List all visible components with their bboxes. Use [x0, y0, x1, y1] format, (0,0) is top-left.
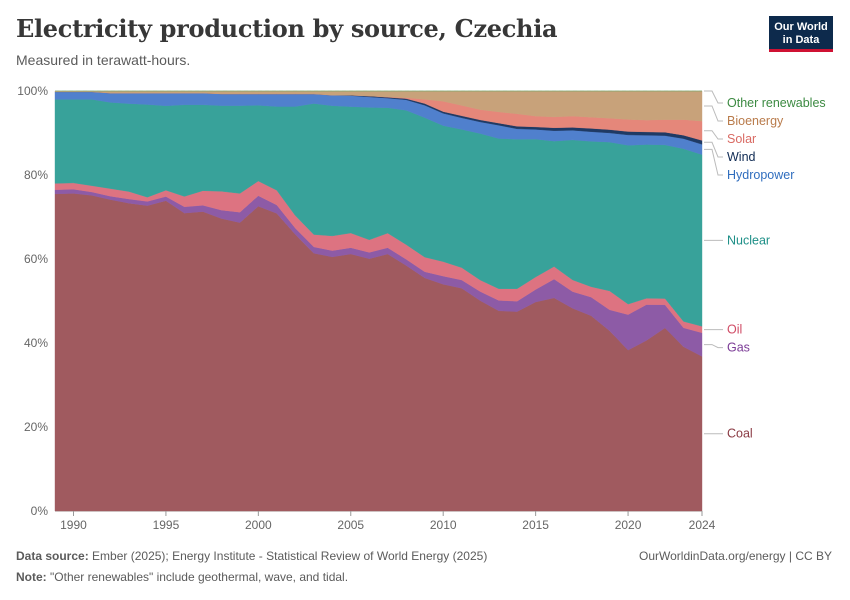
series-label-solar[interactable]: Solar: [727, 132, 756, 146]
data-source-text: Ember (2025); Energy Institute - Statist…: [92, 549, 488, 563]
x-axis-ticks: 1990 1995 2000 2005 2010 2015 2020 2024: [60, 511, 716, 532]
logo-line-1: Our World: [774, 21, 828, 33]
owid-logo[interactable]: Our World in Data: [769, 16, 833, 52]
source-url-link[interactable]: OurWorldinData.org/energy | CC BY: [639, 549, 832, 563]
y-tick-label: 0%: [31, 504, 49, 518]
series-label-coal[interactable]: Coal: [727, 427, 753, 441]
series-label-bioenergy[interactable]: Bioenergy: [727, 114, 784, 128]
series-label-oil[interactable]: Oil: [727, 323, 742, 337]
x-tick-label: 1990: [60, 518, 87, 532]
chart-note: Note: "Other renewables" include geother…: [16, 570, 348, 584]
label-connector-gas: [704, 344, 723, 349]
label-connector-bioenergy: [704, 105, 723, 122]
series-label-hydropower[interactable]: Hydropower: [727, 168, 794, 182]
x-tick-label: 2010: [430, 518, 457, 532]
note-text: "Other renewables" include geothermal, w…: [50, 570, 349, 584]
x-tick-label: 2005: [337, 518, 364, 532]
x-tick-label: 1995: [153, 518, 180, 532]
data-source: Data source: Ember (2025); Energy Instit…: [16, 549, 487, 563]
x-tick-label: 2000: [245, 518, 272, 532]
x-tick-label: 2015: [522, 518, 549, 532]
series-label-nuclear[interactable]: Nuclear: [727, 233, 770, 247]
chart-subtitle: Measured in terawatt-hours.: [16, 52, 191, 68]
y-axis-ticks: 0% 20% 40% 60% 80% 100%: [17, 84, 48, 518]
x-tick-label: 2024: [689, 518, 716, 532]
series-labels: Other renewables Bioenergy Solar Wind Hydrop…: [704, 90, 826, 441]
chart-title: Electricity production by source, Czechi…: [16, 14, 558, 43]
y-tick-label: 100%: [17, 84, 48, 98]
label-connector-wind: [704, 141, 723, 158]
y-tick-label: 20%: [24, 420, 48, 434]
series-label-gas[interactable]: Gas: [727, 341, 750, 355]
data-source-label: Data source:: [16, 549, 89, 563]
stacked-areas: [54, 90, 703, 512]
x-tick-label: 2020: [615, 518, 642, 532]
y-tick-label: 60%: [24, 252, 48, 266]
y-tick-label: 40%: [24, 336, 48, 350]
note-label: Note:: [16, 570, 47, 584]
series-label-other-renewables[interactable]: Other renewables: [727, 96, 826, 110]
label-connector-solar: [704, 130, 723, 140]
logo-line-2: in Data: [782, 34, 820, 46]
series-label-wind[interactable]: Wind: [727, 150, 756, 164]
label-connector-other-renewables: [704, 90, 723, 104]
label-connector-hydropower: [704, 148, 723, 176]
y-tick-label: 80%: [24, 168, 48, 182]
